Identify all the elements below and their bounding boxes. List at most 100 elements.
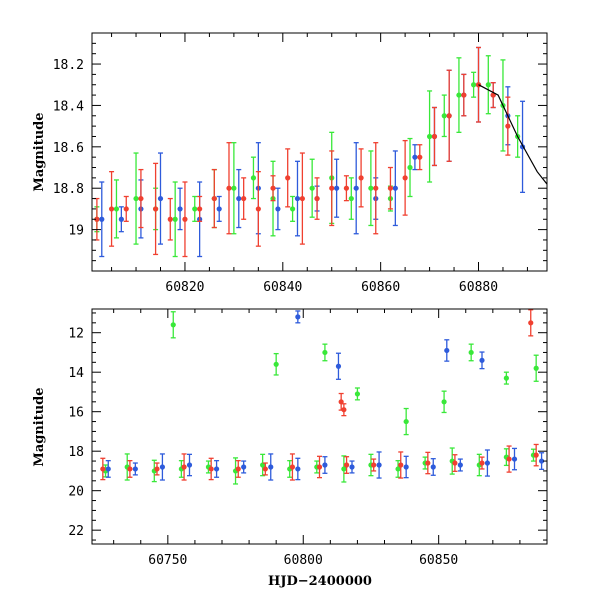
- top-xtick-label: 60880: [459, 280, 498, 295]
- top-x-ticks: 60820 60840 60860 60880: [111, 33, 528, 295]
- top-point: [441, 113, 447, 119]
- bottom-point: [322, 462, 328, 468]
- bottom-point: [349, 464, 355, 470]
- bottom-xtick-label: 60850: [419, 553, 458, 568]
- top-point: [456, 92, 462, 98]
- top-point: [334, 185, 340, 191]
- top-point: [255, 206, 261, 212]
- bottom-point: [341, 407, 347, 413]
- bottom-point: [479, 357, 485, 363]
- top-point: [197, 206, 203, 212]
- top-point: [123, 206, 129, 212]
- top-point: [329, 185, 335, 191]
- bottom-point: [479, 460, 485, 466]
- top-y-ticks: 18.2 18.4 18.6 18.8 19: [53, 32, 547, 272]
- top-point: [358, 175, 364, 181]
- bottom-xtick-label: 60750: [148, 553, 187, 568]
- bottom-point: [503, 375, 509, 381]
- top-point: [309, 185, 315, 191]
- top-point: [172, 216, 178, 222]
- top-point: [153, 206, 159, 212]
- top-point: [211, 195, 217, 202]
- bottom-point: [430, 464, 436, 470]
- bottom-ytick-label: 20: [68, 485, 84, 500]
- bottom-series-1: [102, 311, 539, 485]
- bottom-point: [213, 466, 220, 472]
- bottom-point: [468, 349, 474, 356]
- top-point: [402, 175, 408, 181]
- top-point: [485, 82, 491, 88]
- top-plot-frame: [91, 32, 548, 272]
- bottom-point: [208, 466, 214, 472]
- top-ytick-label: 18.4: [53, 99, 84, 114]
- top-xtick-label: 60860: [361, 280, 400, 295]
- top-point: [241, 195, 247, 202]
- bottom-point: [444, 347, 450, 354]
- bottom-point: [425, 460, 431, 466]
- top-series-1: [94, 55, 521, 258]
- bottom-point: [376, 462, 382, 468]
- bottom-point: [295, 466, 301, 472]
- bottom-panel: 60750 60800 60850 12 14 16 18 20 22 Magnitude H…: [32, 308, 548, 589]
- bottom-point: [262, 466, 268, 472]
- bottom-point: [295, 314, 301, 320]
- bottom-point: [170, 322, 176, 328]
- top-xtick-label: 60820: [165, 280, 204, 295]
- bottom-point: [338, 399, 344, 405]
- bottom-point: [181, 464, 187, 470]
- top-xtick-label: 60840: [263, 280, 302, 295]
- bottom-point: [343, 462, 350, 468]
- bottom-point: [341, 466, 347, 472]
- top-point: [177, 206, 183, 212]
- bottom-point: [335, 363, 342, 369]
- bottom-point: [127, 466, 133, 472]
- top-point: [373, 185, 379, 191]
- top-point: [99, 216, 105, 222]
- bottom-point: [105, 466, 111, 472]
- top-point: [314, 195, 320, 202]
- bottom-series-2: [105, 310, 545, 481]
- bottom-point: [395, 466, 401, 472]
- top-point: [236, 195, 242, 202]
- top-point: [182, 216, 188, 222]
- bottom-point: [235, 466, 241, 472]
- bottom-point: [457, 462, 463, 468]
- top-point: [353, 185, 359, 191]
- top-point: [471, 82, 477, 88]
- top-point: [368, 185, 374, 191]
- top-series-3: [94, 46, 511, 258]
- top-point: [417, 154, 423, 160]
- top-point: [113, 206, 120, 212]
- bottom-point: [398, 462, 404, 468]
- top-point: [461, 92, 467, 98]
- bottom-point: [533, 365, 539, 371]
- top-point: [270, 185, 276, 191]
- top-model-curve: [478, 84, 547, 185]
- bottom-point: [260, 462, 266, 468]
- top-point: [167, 216, 173, 222]
- top-point: [407, 164, 413, 171]
- top-ytick-label: 19: [68, 224, 84, 239]
- top-ylabel: Magnitude: [32, 112, 47, 191]
- bottom-plot-frame: [91, 308, 548, 545]
- bottom-ytick-label: 22: [68, 524, 84, 539]
- top-point: [231, 185, 237, 191]
- bottom-point: [538, 458, 545, 464]
- bottom-point: [316, 464, 323, 470]
- top-point: [505, 123, 511, 129]
- bottom-point: [322, 349, 328, 356]
- bottom-point: [268, 464, 274, 470]
- top-point: [299, 195, 305, 202]
- bottom-data-layer: [100, 309, 545, 485]
- bottom-point: [371, 462, 377, 468]
- top-series-2: [99, 46, 526, 258]
- top-point: [289, 206, 296, 212]
- bottom-point: [441, 399, 447, 405]
- top-point: [387, 185, 394, 191]
- top-point: [446, 113, 452, 119]
- top-point: [138, 195, 144, 202]
- top-point: [94, 216, 100, 222]
- top-point: [250, 175, 257, 181]
- top-point: [192, 206, 198, 212]
